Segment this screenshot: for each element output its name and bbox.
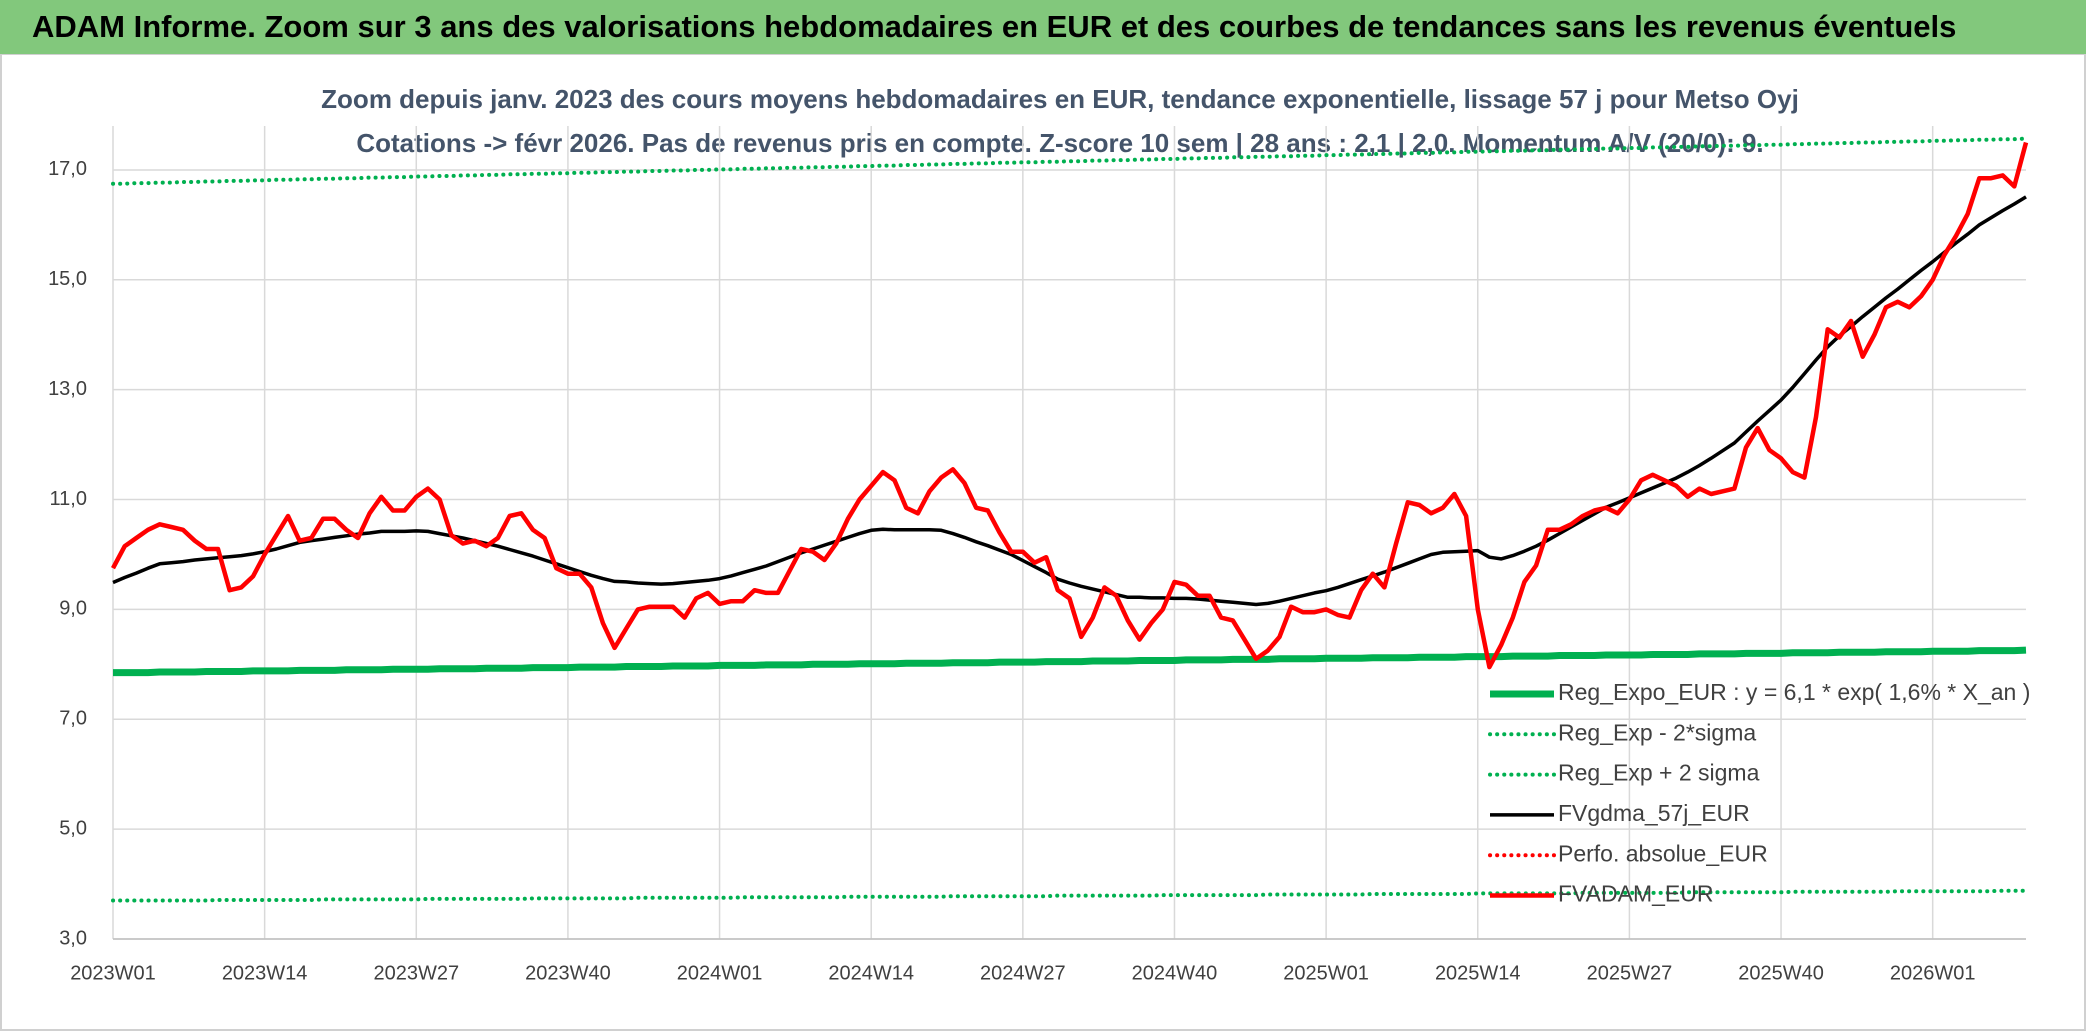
y-tick-label: 9,0: [59, 598, 87, 620]
x-tick-label: 2023W40: [525, 962, 611, 984]
y-tick-label: 13,0: [48, 378, 87, 400]
series-line: [112, 195, 2027, 607]
series-line: [111, 888, 2028, 903]
legend-label: Reg_Exp + 2 sigma: [1558, 760, 1760, 786]
x-tick-label: 2025W40: [1738, 962, 1824, 984]
x-tick-label: 2023W27: [373, 962, 459, 984]
legend-label: Perfo. absolue_EUR: [1558, 840, 1768, 866]
chart-title: Zoom depuis janv. 2023 des cours moyens …: [321, 84, 1799, 114]
legend-label: Reg_Expo_EUR : y = 6,1 * exp( 1,6% * X_a…: [1558, 679, 2030, 705]
legend-label: Reg_Exp - 2*sigma: [1558, 719, 1756, 745]
x-tick-label: 2025W27: [1587, 962, 1673, 984]
series-line: [111, 141, 2029, 670]
chart-subtitle: Cotations -> févr 2026. Pas de revenus p…: [356, 128, 1763, 158]
y-tick-label: 7,0: [59, 708, 87, 730]
x-tick-label: 2023W01: [70, 962, 156, 984]
x-tick-label: 2024W01: [677, 962, 763, 984]
x-tick-label: 2026W01: [1890, 962, 1976, 984]
series-line: [113, 646, 2027, 677]
x-tick-label: 2024W14: [828, 962, 914, 984]
y-tick-label: 17,0: [48, 158, 87, 180]
x-tick-label: 2023W14: [222, 962, 308, 984]
header-bar: [0, 0, 2086, 54]
series-line: [111, 136, 2028, 186]
y-tick-label: 11,0: [50, 488, 87, 510]
legend-label: FVADAM_EUR: [1558, 881, 1714, 907]
x-tick-label: 2024W40: [1132, 962, 1218, 984]
y-tick-label: 3,0: [59, 927, 87, 949]
x-tick-label: 2024W27: [980, 962, 1066, 984]
legend-label: FVgdma_57j_EUR: [1558, 800, 1750, 826]
y-tick-label: 15,0: [48, 268, 87, 290]
page-title: ADAM Informe. Zoom sur 3 ans des valoris…: [32, 9, 1956, 44]
x-tick-label: 2025W14: [1435, 962, 1521, 984]
y-tick-label: 5,0: [59, 817, 87, 839]
x-tick-label: 2025W01: [1283, 962, 1369, 984]
